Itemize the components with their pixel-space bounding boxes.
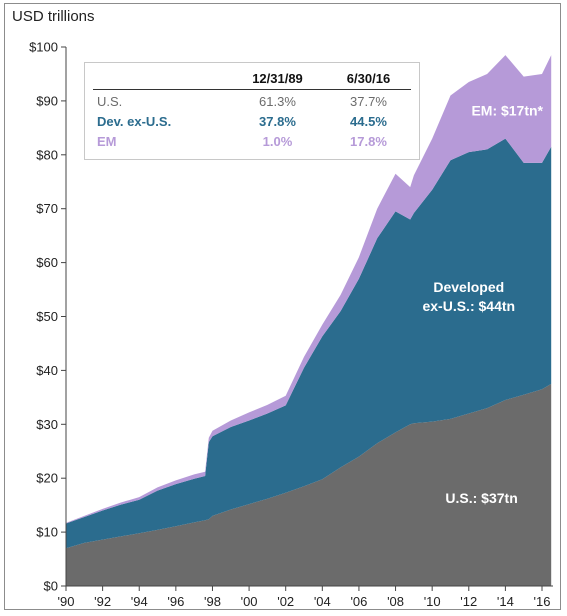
area-annotations: EM: $17tn* Developed ex-U.S.: $44tn U.S.: $… xyxy=(422,102,543,506)
x-tick-label: '92 xyxy=(94,594,111,609)
area-layers xyxy=(66,55,552,586)
y-tick-label: $20 xyxy=(36,471,58,486)
x-tick-label: '06 xyxy=(350,594,367,609)
y-tick-label: $80 xyxy=(36,147,58,162)
y-tick-label: $10 xyxy=(36,525,58,540)
share-table-cell: 17.8% xyxy=(350,134,387,149)
share-table-row-em: EM 1.0% 17.8% xyxy=(93,130,411,150)
share-table-cell: 37.8% xyxy=(259,114,296,129)
share-table-cell: 37.7% xyxy=(350,94,387,109)
x-tick-label: '14 xyxy=(497,594,514,609)
share-table-header-row: 12/31/89 6/30/16 xyxy=(93,69,411,90)
share-table: 12/31/89 6/30/16 U.S. 61.3% 37.7% Dev. e… xyxy=(93,69,411,150)
share-table-box: 12/31/89 6/30/16 U.S. 61.3% 37.7% Dev. e… xyxy=(84,62,420,160)
x-tick-label: '10 xyxy=(424,594,441,609)
share-table-row-us: U.S. 61.3% 37.7% xyxy=(93,90,411,111)
area-em xyxy=(66,55,552,524)
x-tick-label: '04 xyxy=(314,594,331,609)
x-tick-label: '12 xyxy=(460,594,477,609)
share-table-cell: 44.5% xyxy=(350,114,387,129)
y-tick-label: $50 xyxy=(36,309,58,324)
x-tick-label: '00 xyxy=(241,594,258,609)
share-table-header-blank xyxy=(93,69,229,90)
x-axis-ticks: '90 '92 '94 '96 '98 '00 '02 '04 '06 '08 '10 '12 '14 '… xyxy=(58,586,551,609)
share-table-row-dev: Dev. ex-U.S. 37.8% 44.5% xyxy=(93,110,411,130)
y-tick-label: $60 xyxy=(36,255,58,270)
y-axis-ticks: $0 $10 $20 $30 $40 $50 $60 $70 $80 $90 $100 xyxy=(29,40,66,594)
x-tick-label: '90 xyxy=(58,594,75,609)
y-tick-label: $70 xyxy=(36,201,58,216)
annotation-em: EM: $17tn* xyxy=(471,102,543,118)
annotation-developed: Developed xyxy=(433,279,504,295)
area-developed-ex-us xyxy=(66,138,552,549)
x-tick-label: '16 xyxy=(534,594,551,609)
x-tick-label: '08 xyxy=(387,594,404,609)
x-tick-label: '96 xyxy=(167,594,184,609)
share-table-row-label: U.S. xyxy=(97,94,123,109)
share-table-cell: 61.3% xyxy=(259,94,296,109)
share-table-header-2016: 6/30/16 xyxy=(325,69,411,90)
y-tick-label: $30 xyxy=(36,417,58,432)
share-table-cell: 1.0% xyxy=(262,134,293,149)
y-tick-label: $100 xyxy=(29,40,58,55)
x-tick-label: '02 xyxy=(277,594,294,609)
chart-frame xyxy=(4,3,561,610)
x-tick-label: '98 xyxy=(204,594,221,609)
x-tick-label: '94 xyxy=(131,594,148,609)
share-table-row-label: Dev. ex-U.S. xyxy=(97,114,172,129)
y-axis-unit-label: USD trillions xyxy=(12,8,95,25)
annotation-developed: ex-U.S.: $44tn xyxy=(422,298,515,314)
y-tick-label: $0 xyxy=(44,579,58,594)
y-tick-label: $40 xyxy=(36,363,58,378)
annotation-us: U.S.: $37tn xyxy=(445,490,517,506)
area-us xyxy=(66,383,552,586)
share-table-row-label: EM xyxy=(97,134,117,149)
share-table-header-1989: 12/31/89 xyxy=(229,69,326,90)
y-tick-label: $90 xyxy=(36,93,58,108)
